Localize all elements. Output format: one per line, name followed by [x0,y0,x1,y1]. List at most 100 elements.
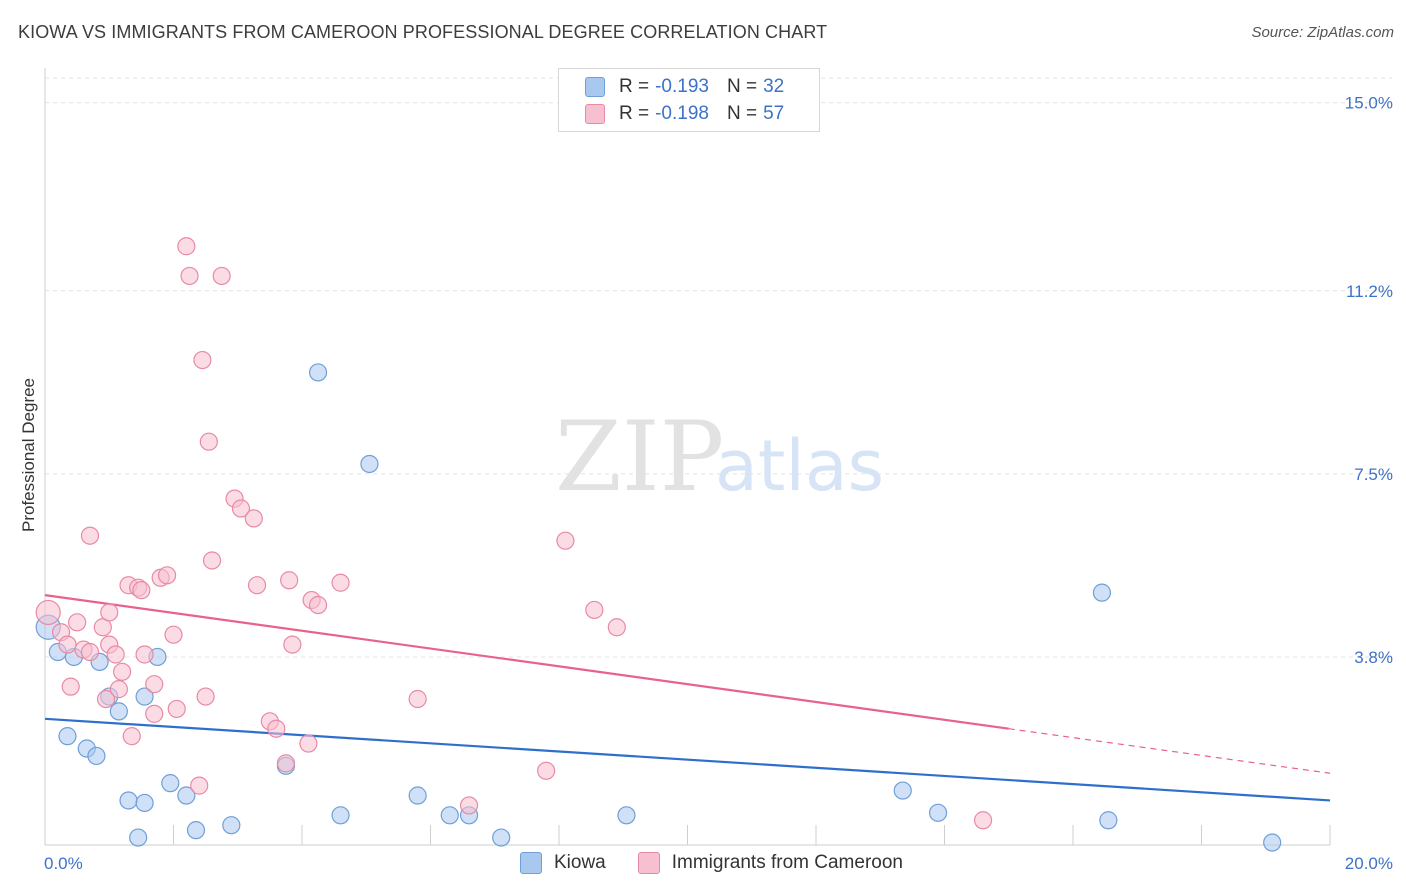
cameroon-point [247,576,267,595]
kiowa-point [617,806,636,825]
kiowa-point [492,828,511,847]
cameroon-point [244,509,263,528]
cameroon-point [135,645,154,664]
legend-r-value: -0.193 [655,76,709,97]
kiowa-point [177,786,196,805]
kiowa-trend-line [44,717,1331,802]
cameroon-point [537,761,556,780]
kiowa-point [87,746,106,766]
trend-lines [44,594,1331,802]
cameroon-point [459,796,479,815]
cameroon-point [283,635,302,654]
cameroon-point [167,699,186,719]
cameroon-point [408,689,427,709]
series-legend: Kiowa Immigrants from Cameroon [520,852,935,874]
y-tick-label: 11.2% [1346,282,1393,301]
cameroon-point [212,266,231,286]
kiowa-point [109,702,128,721]
series-legend-cameroon[interactable]: Immigrants from Cameroon [637,852,903,874]
cameroon-point [180,266,199,286]
kiowa-point [58,727,77,746]
cameroon-point [68,613,87,632]
cameroon-point [132,581,151,600]
kiowa-point [331,806,350,825]
legend-n-value: 57 [763,103,785,124]
cameroon-point [157,566,177,585]
grid-lines [45,77,1392,658]
kiowa-point [1263,833,1282,852]
tick-labels: 3.8% 7.5% 11.2% 15.0% 0.0% 20.0% [44,94,1393,873]
kiowa-point [129,828,148,847]
y-tick-label: 3.8% [1354,648,1393,667]
cameroon-point [202,551,222,570]
kiowa-point [408,786,427,805]
legend-swatch-kiowa [585,77,605,97]
x-tick-label: 0.0% [44,854,83,873]
x-tick-label: 20.0% [1345,854,1393,873]
cameroon-point [331,573,350,592]
legend-r-label: R = [619,103,650,124]
kiowa-point [161,774,180,793]
cameroon-point [100,603,119,622]
cameroon-trend-extension [1008,728,1331,774]
watermark-zip: ZIP [555,401,724,513]
cameroon-point [177,237,196,256]
series-label-cameroon: Immigrants from Cameroon [671,852,903,873]
cameroon-trend-line [44,594,1009,730]
chart-title: KIOWA VS IMMIGRANTS FROM CAMEROON PROFES… [18,22,828,42]
legend-n-value: 32 [763,76,785,97]
cameroon-point [35,599,61,626]
cameroon-point [164,625,183,644]
legend-r-label: R = [619,76,650,97]
kiowa-point [308,363,328,382]
legend-n-label: N = [726,103,758,124]
cameroon-point [112,662,132,681]
watermark-atlas: atlas [715,425,884,507]
cameroon-point [973,811,993,830]
legend-swatch-cameroon [585,104,605,124]
cameroon-point [276,754,296,773]
data-points [35,237,1282,852]
cameroon-point [280,571,299,590]
cameroon-point [607,618,626,637]
source-label: Source: ZipAtlas.com [1251,24,1394,41]
cameroon-point [145,675,164,694]
cameroon-point [267,719,286,738]
legend-n-label: N = [726,76,758,97]
cameroon-point [308,595,328,615]
series-swatch-cameroon [637,852,660,874]
stats-legend: R = -0.193 N = 32 R = -0.198 N = 57 [558,68,820,132]
cameroon-point [61,677,80,696]
kiowa-point [440,806,459,825]
cameroon-point [190,776,209,795]
cameroon-point [106,645,125,664]
cameroon-point [80,526,100,545]
legend-row-kiowa: R = -0.193 N = 32 [585,75,784,99]
kiowa-point [1092,583,1112,602]
cameroon-point [196,687,215,706]
cameroon-point [193,350,212,370]
kiowa-point [1099,811,1118,830]
cameroon-point [199,432,218,451]
cameroon-point [231,499,251,518]
kiowa-point [135,793,154,813]
legend-row-cameroon: R = -0.198 N = 57 [585,102,784,126]
cameroon-point [556,531,575,550]
cameroon-point [58,635,77,654]
series-legend-kiowa[interactable]: Kiowa [520,852,606,874]
cameroon-point [145,704,164,723]
cameroon-point [80,642,100,662]
watermark: ZIP atlas [555,401,884,513]
y-tick-label: 15.0% [1345,94,1393,113]
legend-r-value: -0.198 [655,103,709,124]
kiowa-point [186,821,206,840]
series-swatch-kiowa [520,852,542,874]
kiowa-point [119,791,138,810]
kiowa-point [360,454,379,474]
cameroon-point [299,734,318,753]
y-axis-label: Professional Degree [19,378,38,532]
cameroon-point [122,727,141,746]
series-label-kiowa: Kiowa [554,852,606,873]
cameroon-point [585,600,604,620]
